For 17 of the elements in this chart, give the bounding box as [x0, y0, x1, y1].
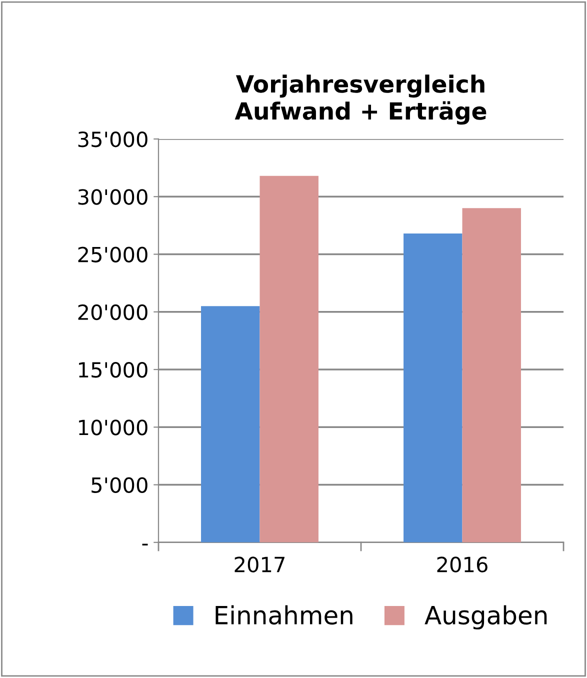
y-tick-label: 5'000: [92, 477, 148, 493]
y-tick-label: 10'000: [79, 420, 148, 436]
x-tick-label: 2017: [234, 556, 284, 572]
legend-label: Ausgaben: [424, 605, 547, 630]
y-tick-label: 15'000: [79, 362, 148, 378]
bar: [260, 176, 318, 542]
x-tick-label: 2016: [437, 556, 488, 572]
bar: [201, 306, 260, 542]
bar: [462, 208, 521, 542]
bar: [404, 234, 462, 542]
chart-title: Vorjahresvergleich Aufwand + Erträge: [234, 74, 486, 125]
legend-label: Einnahmen: [216, 605, 352, 625]
y-tick-label: 20'000: [78, 304, 148, 320]
y-tick-label: 35'000: [78, 131, 148, 148]
y-tick-label: -: [142, 544, 148, 546]
y-tick-label: 30'000: [78, 189, 148, 205]
y-tick-label: 25'000: [78, 246, 148, 262]
